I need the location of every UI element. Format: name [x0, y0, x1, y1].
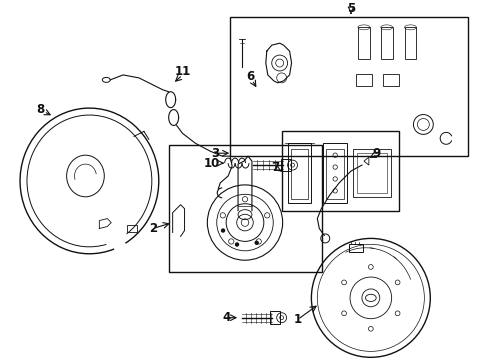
Text: 6: 6 [245, 71, 254, 84]
Text: 2: 2 [148, 222, 157, 235]
Bar [323, 143, 346, 203]
Text: 5: 5 [346, 2, 354, 15]
Bar [382, 74, 398, 86]
Bar [355, 74, 371, 86]
Text: 11: 11 [174, 66, 190, 78]
Bar [352, 149, 390, 197]
Text: 4: 4 [222, 311, 230, 324]
Text: 7: 7 [271, 161, 279, 174]
Text: 1: 1 [293, 313, 301, 326]
Bar [230, 17, 467, 156]
Bar [290, 149, 308, 199]
Bar [281, 131, 398, 211]
Bar [404, 27, 416, 59]
Text: 9: 9 [372, 147, 380, 160]
Text: 3: 3 [211, 147, 219, 160]
Circle shape [255, 241, 258, 244]
Text: 8: 8 [36, 103, 44, 116]
Bar [168, 145, 322, 272]
Bar [325, 149, 344, 199]
Bar [348, 244, 362, 252]
Text: 10: 10 [204, 157, 220, 170]
Bar [287, 143, 311, 203]
Bar [357, 27, 369, 59]
Bar [280, 159, 290, 171]
Bar [127, 225, 137, 233]
Bar [356, 153, 386, 193]
Bar [269, 311, 279, 324]
Bar [380, 27, 392, 59]
Circle shape [221, 229, 224, 232]
Circle shape [235, 243, 238, 246]
